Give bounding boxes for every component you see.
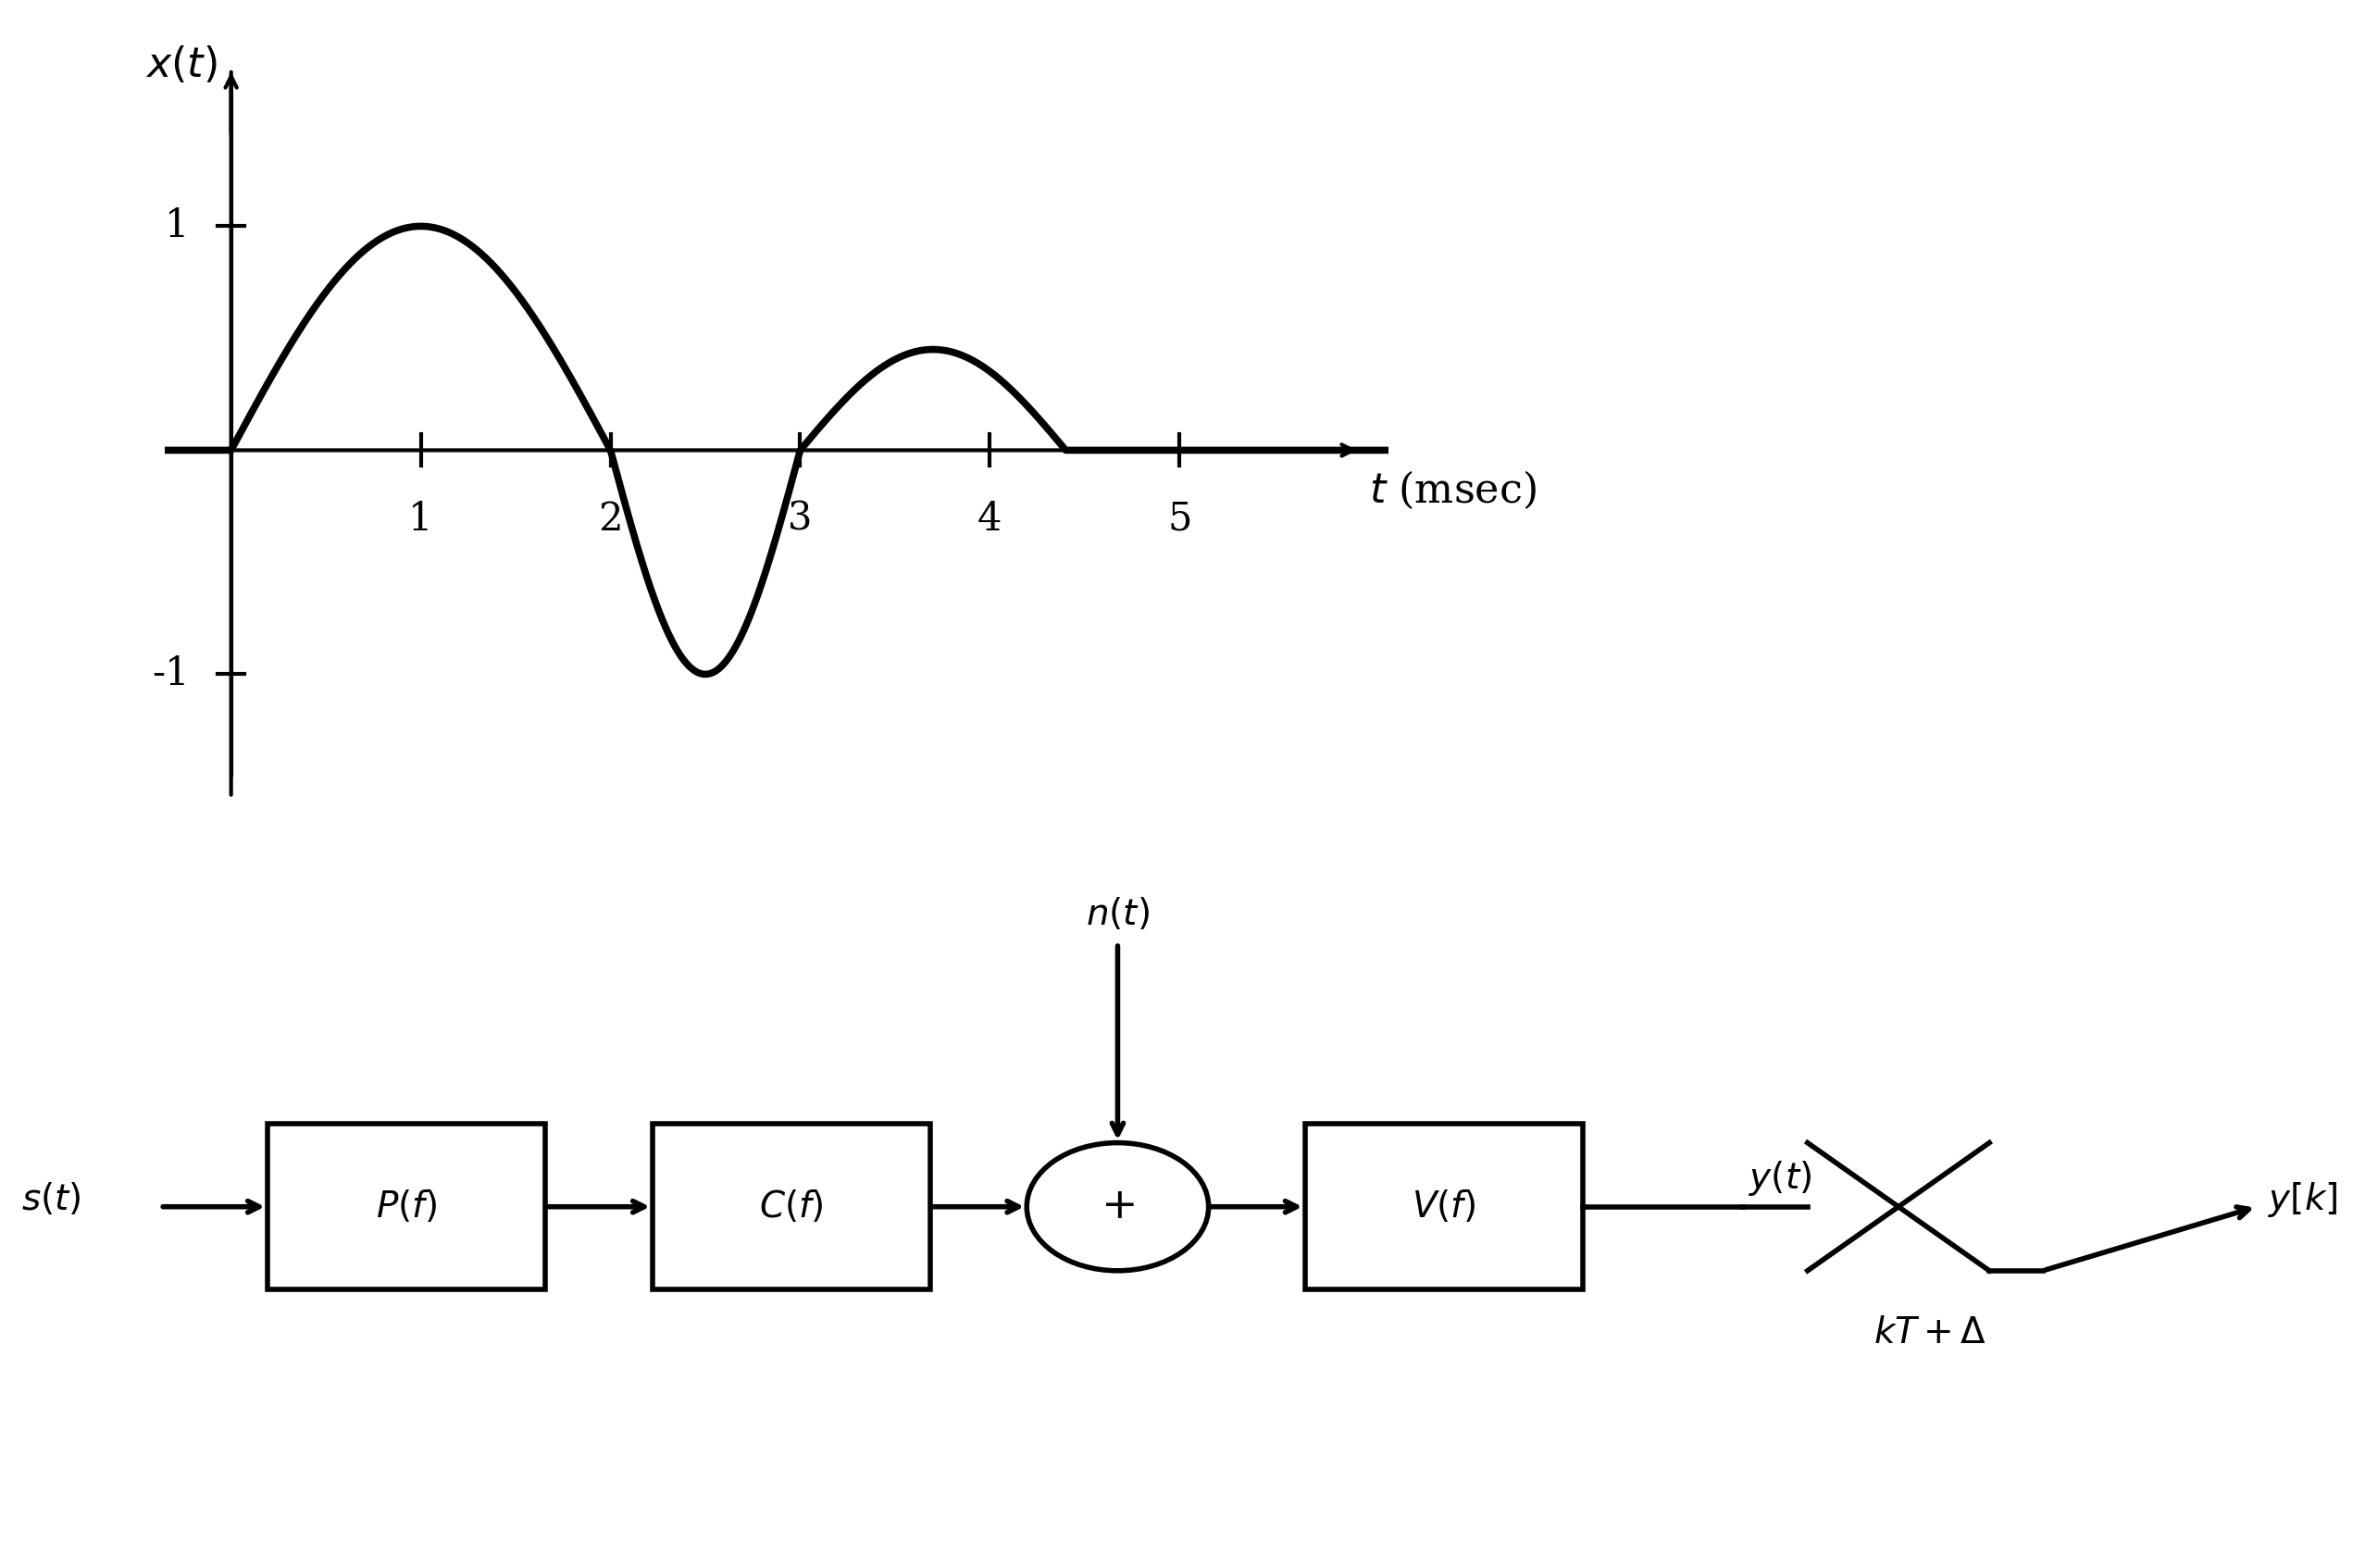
- Text: $V(f)$: $V(f)$: [1412, 1189, 1475, 1225]
- Text: 2: 2: [598, 500, 624, 538]
- Text: 5: 5: [1167, 500, 1193, 538]
- Text: $t$ (msec): $t$ (msec): [1369, 470, 1537, 511]
- Text: $P(f)$: $P(f)$: [376, 1189, 438, 1225]
- Text: $+$: $+$: [1101, 1185, 1134, 1228]
- Text: $kT+\Delta$: $kT+\Delta$: [1873, 1316, 1986, 1350]
- Bar: [652, 1124, 929, 1289]
- Text: 4: 4: [976, 500, 1002, 538]
- Text: $x(t)$: $x(t)$: [146, 44, 219, 85]
- Text: $n(t)$: $n(t)$: [1085, 895, 1151, 931]
- Bar: [1306, 1124, 1584, 1289]
- Text: $y[k]$: $y[k]$: [2268, 1179, 2337, 1218]
- Text: 1: 1: [165, 207, 188, 246]
- Text: $y(t)$: $y(t)$: [1748, 1159, 1812, 1198]
- Text: $s(t)$: $s(t)$: [21, 1181, 80, 1217]
- Text: 1: 1: [409, 500, 433, 538]
- Text: 3: 3: [788, 500, 812, 538]
- Text: $C(f)$: $C(f)$: [760, 1189, 824, 1225]
- Text: -1: -1: [153, 655, 188, 693]
- Bar: [268, 1124, 546, 1289]
